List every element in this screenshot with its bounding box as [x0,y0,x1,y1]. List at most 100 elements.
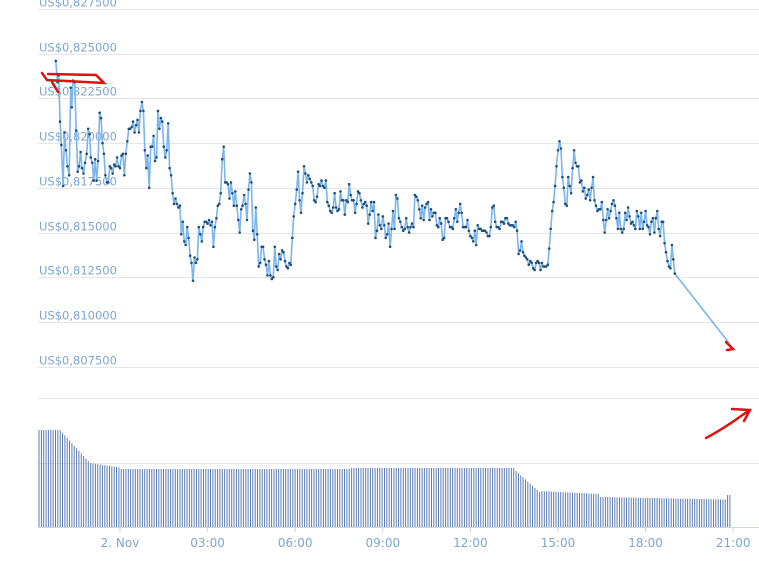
price-point[interactable] [619,227,623,231]
price-point[interactable] [383,224,386,227]
price-point[interactable] [266,274,269,277]
price-point[interactable] [584,197,587,200]
price-point[interactable] [400,225,404,229]
price-point[interactable] [536,259,539,263]
price-point[interactable] [194,261,198,265]
price-point[interactable] [450,225,453,229]
price-point[interactable] [263,258,266,261]
price-point[interactable] [331,206,335,209]
price-point[interactable] [264,263,268,267]
price-point[interactable] [261,245,265,249]
price-point[interactable] [602,218,605,222]
price-point[interactable] [63,131,66,134]
price-point[interactable] [451,227,455,231]
price-point[interactable] [526,258,529,261]
price-point[interactable] [631,220,634,224]
price-point[interactable] [493,220,497,224]
price-point[interactable] [250,181,253,184]
price-point[interactable] [410,222,414,225]
price-point[interactable] [343,213,347,216]
price-point[interactable] [342,199,345,202]
price-point[interactable] [447,220,450,224]
price-point[interactable] [546,263,550,267]
price-point[interactable] [185,225,189,229]
price-point[interactable] [596,209,599,213]
price-point[interactable] [530,261,533,265]
price-point[interactable] [161,120,164,123]
price-point[interactable] [413,193,417,197]
price-point[interactable] [228,197,231,200]
price-point[interactable] [632,224,636,227]
price-point[interactable] [635,209,639,213]
price-point[interactable] [491,206,494,209]
price-point[interactable] [247,188,250,191]
price-point[interactable] [292,215,296,218]
price-point[interactable] [253,238,256,241]
price-point[interactable] [600,200,604,204]
price-point[interactable] [407,231,411,234]
price-point[interactable] [609,209,612,213]
price-point[interactable] [120,154,123,157]
price-point[interactable] [115,156,119,159]
price-point[interactable] [336,209,339,213]
price-point[interactable] [346,200,350,204]
price-point[interactable] [190,261,193,265]
price-point[interactable] [156,109,160,113]
price-point[interactable] [76,170,79,173]
price-point[interactable] [529,259,532,263]
price-point[interactable] [277,252,281,256]
price-point[interactable] [502,222,506,225]
price-point[interactable] [488,234,491,238]
price-point[interactable] [289,263,293,267]
price-point[interactable] [626,206,630,209]
price-point[interactable] [152,134,155,138]
price-point[interactable] [168,166,171,170]
price-point[interactable] [391,209,395,213]
price-point[interactable] [107,181,110,184]
price-point[interactable] [188,254,192,257]
price-point[interactable] [565,204,569,207]
price-point[interactable] [117,165,120,168]
price-point[interactable] [412,225,415,229]
price-point[interactable] [647,225,650,229]
price-point[interactable] [442,236,446,240]
price-point[interactable] [225,181,228,184]
price-point[interactable] [83,161,87,165]
price-point[interactable] [483,229,487,232]
price-point[interactable] [77,165,81,168]
price-point[interactable] [397,216,401,220]
price-point[interactable] [615,216,618,220]
price-point[interactable] [155,156,158,159]
price-point[interactable] [394,193,398,197]
price-point[interactable] [216,204,220,207]
price-point[interactable] [641,227,644,231]
price-point[interactable] [191,279,195,283]
price-point[interactable] [599,208,602,211]
price-point[interactable] [333,191,336,195]
price-point[interactable] [644,209,647,213]
price-point[interactable] [172,202,176,206]
price-point[interactable] [235,204,239,207]
price-point[interactable] [200,240,204,243]
price-point[interactable] [334,206,338,209]
price-point[interactable] [82,172,85,175]
price-point[interactable] [574,161,577,165]
price-point[interactable] [457,211,461,215]
price-point[interactable] [89,156,93,159]
price-point[interactable] [321,184,325,188]
price-point[interactable] [566,175,570,179]
price-point[interactable] [393,227,396,231]
price-point[interactable] [549,227,552,231]
price-point[interactable] [642,220,646,224]
price-point[interactable] [218,202,221,206]
price-point[interactable] [324,179,328,182]
price-point[interactable] [267,259,271,263]
price-point[interactable] [356,190,360,193]
price-point[interactable] [99,116,103,120]
price-point[interactable] [374,236,377,240]
price-point[interactable] [588,199,592,202]
price-point[interactable] [639,211,643,215]
price-point[interactable] [54,59,58,63]
price-point[interactable] [317,182,320,186]
price-point[interactable] [593,199,596,202]
